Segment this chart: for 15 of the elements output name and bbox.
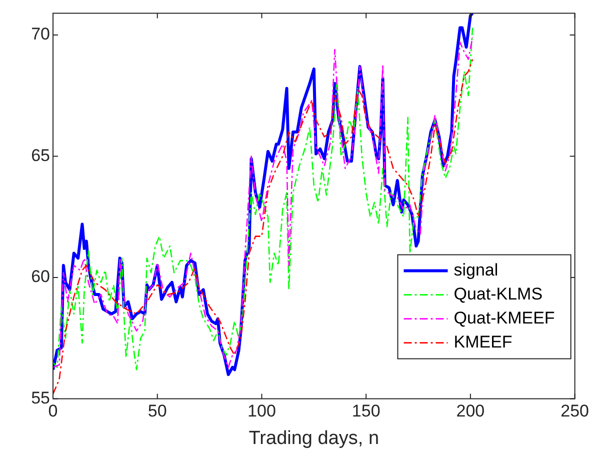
y-tick-label: 60 <box>31 267 50 286</box>
legend-label: Quat-KLMS <box>454 284 543 304</box>
x-tick-label: 100 <box>248 402 276 421</box>
legend-label: signal <box>454 260 498 280</box>
x-tick-label: 0 <box>48 402 58 421</box>
y-tick-label: 55 <box>31 388 50 408</box>
legend-label: Quat-KMEEF <box>454 308 555 328</box>
x-tick-label: 50 <box>148 402 167 421</box>
x-axis-title: Trading days, n <box>248 428 380 449</box>
legend-label: KMEEF <box>454 332 512 352</box>
x-tick-label: 150 <box>352 402 380 421</box>
y-tick-label: 70 <box>31 24 50 44</box>
x-tick-label: 200 <box>456 402 485 421</box>
x-tick-label: 250 <box>560 402 590 421</box>
y-tick-label: 65 <box>31 146 50 165</box>
